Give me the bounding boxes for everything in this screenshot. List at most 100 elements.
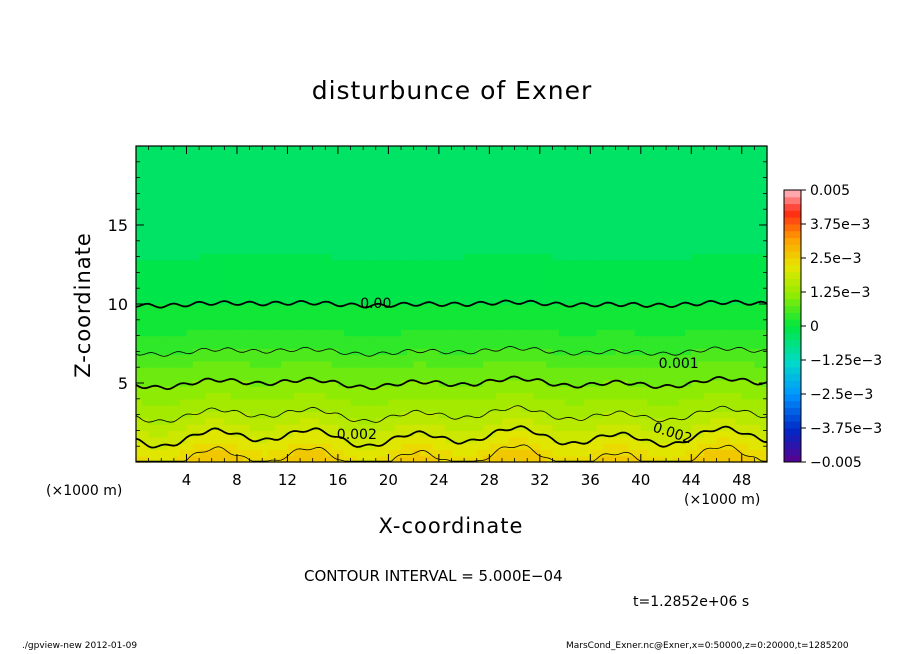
field-cell xyxy=(243,405,251,413)
field-cell xyxy=(703,234,711,242)
field-cell xyxy=(236,392,244,400)
field-cell xyxy=(167,392,175,400)
field-cell xyxy=(438,322,446,330)
field-cell xyxy=(180,449,188,457)
field-cell xyxy=(539,329,547,337)
field-cell xyxy=(653,411,661,419)
field-cell xyxy=(697,177,705,185)
field-cell xyxy=(621,443,629,450)
field-cell xyxy=(142,449,150,457)
field-cell xyxy=(331,304,339,311)
field-cell xyxy=(508,310,516,318)
field-cell xyxy=(571,449,579,457)
field-cell xyxy=(287,430,295,438)
field-cell xyxy=(508,291,516,299)
field-cell xyxy=(236,455,244,463)
field-cell xyxy=(211,158,219,166)
field-cell xyxy=(520,341,528,349)
field-cell xyxy=(419,348,427,356)
field-cell xyxy=(306,253,314,261)
field-cell xyxy=(192,228,200,236)
field-cell xyxy=(306,417,314,425)
field-cell xyxy=(710,196,718,204)
field-cell xyxy=(634,398,642,406)
field-cell xyxy=(426,417,434,425)
field-cell xyxy=(533,386,541,394)
field-cell xyxy=(476,316,484,324)
field-cell xyxy=(419,386,427,394)
field-cell xyxy=(621,297,629,305)
field-cell xyxy=(211,430,219,438)
field-cell xyxy=(438,417,446,425)
field-cell xyxy=(173,152,181,160)
field-cell xyxy=(678,411,686,419)
field-cell xyxy=(520,379,528,387)
field-cell xyxy=(489,417,497,425)
field-cell xyxy=(218,354,225,362)
field-cell xyxy=(161,183,169,191)
field-cell xyxy=(161,177,169,185)
field-cell xyxy=(192,304,200,311)
field-cell xyxy=(142,386,150,394)
field-cell xyxy=(476,398,484,406)
field-cell xyxy=(451,443,459,450)
field-cell xyxy=(432,310,440,318)
field-cell xyxy=(173,221,181,229)
field-cell xyxy=(300,190,307,198)
field-cell xyxy=(659,424,667,431)
field-cell xyxy=(306,171,314,179)
field-cell xyxy=(584,240,591,248)
field-cell xyxy=(451,430,459,438)
field-cell xyxy=(325,190,333,198)
field-cell xyxy=(331,424,339,431)
field-cell xyxy=(224,455,232,463)
field-cell xyxy=(552,297,560,305)
field-cell xyxy=(211,341,219,349)
field-cell xyxy=(350,304,358,311)
field-cell xyxy=(602,291,610,299)
field-cell xyxy=(293,443,301,450)
field-cell xyxy=(300,240,307,248)
field-cell xyxy=(136,291,143,299)
field-cell xyxy=(703,285,711,292)
field-cell xyxy=(640,190,648,198)
field-cell xyxy=(344,386,352,394)
field-cell xyxy=(300,354,307,362)
field-cell xyxy=(281,341,289,349)
field-cell xyxy=(356,386,364,394)
field-cell xyxy=(375,190,383,198)
field-cell xyxy=(457,310,465,318)
field-cell xyxy=(426,240,434,248)
field-cell xyxy=(236,405,244,413)
field-cell xyxy=(268,341,276,349)
field-cell xyxy=(136,177,143,185)
field-cell xyxy=(167,304,175,311)
field-cell xyxy=(375,221,383,229)
field-cell xyxy=(710,360,718,368)
field-cell xyxy=(401,240,408,248)
field-cell xyxy=(350,253,358,261)
field-cell xyxy=(710,348,718,356)
field-cell xyxy=(375,202,383,210)
field-cell xyxy=(691,310,699,318)
field-cell xyxy=(426,171,434,179)
field-cell xyxy=(666,449,673,457)
field-cell xyxy=(236,215,244,223)
field-cell xyxy=(142,196,150,204)
field-cell xyxy=(199,278,207,286)
field-cell xyxy=(558,354,566,362)
field-cell xyxy=(672,329,680,337)
field-cell xyxy=(369,228,377,236)
field-cell xyxy=(596,209,604,217)
field-cell xyxy=(672,322,680,330)
field-cell xyxy=(274,266,282,273)
field-cell xyxy=(628,278,636,286)
field-cell xyxy=(666,266,673,273)
field-cell xyxy=(596,417,604,425)
field-cell xyxy=(142,341,150,349)
field-cell xyxy=(300,234,307,242)
field-cell xyxy=(476,158,484,166)
field-cell xyxy=(161,411,169,419)
field-cell xyxy=(363,285,371,292)
field-cell xyxy=(533,373,541,381)
